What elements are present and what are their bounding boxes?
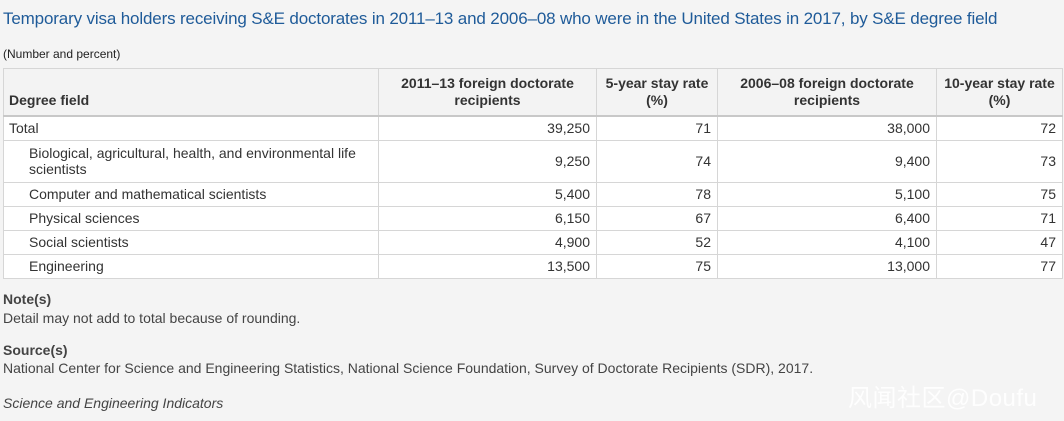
- table-cell: 71: [936, 205, 1063, 231]
- table-cell: 39,250: [378, 115, 597, 141]
- row-label: Biological, agricultural, health, and en…: [3, 139, 379, 183]
- table-cell: 13,500: [378, 253, 597, 279]
- source-text: National Center for Science and Engineer…: [3, 360, 814, 376]
- table-cell: 38,000: [717, 115, 937, 141]
- table-cell: 67: [596, 205, 718, 231]
- table-row: Total 39,250 71 38,000 72: [3, 115, 1063, 141]
- notes-heading: Note(s): [3, 291, 52, 307]
- table-subtitle: (Number and percent): [3, 47, 121, 61]
- table-cell: 71: [596, 115, 718, 141]
- table-cell: 6,400: [717, 205, 937, 231]
- table-cell: 78: [596, 181, 718, 207]
- table-cell: 47: [936, 229, 1063, 255]
- column-header: 5-year stay rate (%): [596, 68, 718, 117]
- row-label: Computer and mathematical scientists: [3, 181, 379, 207]
- table-cell: 73: [936, 139, 1063, 183]
- table-cell: 13,000: [717, 253, 937, 279]
- table-cell: 9,400: [717, 139, 937, 183]
- row-label: Physical sciences: [3, 205, 379, 231]
- row-label: Social scientists: [3, 229, 379, 255]
- table-row: Physical sciences 6,150 67 6,400 71: [3, 205, 1063, 231]
- column-header: 10-year stay rate (%): [936, 68, 1063, 117]
- watermark: 风闻社区@Doufu: [848, 385, 1038, 412]
- footer-credit: Science and Engineering Indicators: [3, 395, 224, 411]
- table-cell: 72: [936, 115, 1063, 141]
- table-row: Computer and mathematical scientists 5,4…: [3, 181, 1063, 207]
- column-header: 2011–13 foreign doctorate recipients: [378, 68, 597, 117]
- table-title: Temporary visa holders receiving S&E doc…: [3, 9, 998, 28]
- table-cell: 4,900: [378, 229, 597, 255]
- source-heading: Source(s): [3, 342, 68, 358]
- table-cell: 4,100: [717, 229, 937, 255]
- table-cell: 75: [596, 253, 718, 279]
- table-cell: 77: [936, 253, 1063, 279]
- table-header-row: Degree field 2011–13 foreign doctorate r…: [3, 68, 1063, 117]
- table-cell: 52: [596, 229, 718, 255]
- notes-text: Detail may not add to total because of r…: [3, 310, 301, 326]
- table-row: Engineering 13,500 75 13,000 77: [3, 253, 1063, 279]
- table-cell: 75: [936, 181, 1063, 207]
- column-header: 2006–08 foreign doctorate recipients: [717, 68, 937, 117]
- table-row: Social scientists 4,900 52 4,100 47: [3, 229, 1063, 255]
- table-cell: 9,250: [378, 139, 597, 183]
- row-label: Total: [3, 115, 379, 141]
- table-row: Biological, agricultural, health, and en…: [3, 139, 1063, 183]
- table-cell: 6,150: [378, 205, 597, 231]
- data-table: Degree field 2011–13 foreign doctorate r…: [3, 68, 1063, 279]
- column-header: Degree field: [3, 68, 379, 117]
- table-cell: 5,100: [717, 181, 937, 207]
- row-label: Engineering: [3, 253, 379, 279]
- table-cell: 5,400: [378, 181, 597, 207]
- table-cell: 74: [596, 139, 718, 183]
